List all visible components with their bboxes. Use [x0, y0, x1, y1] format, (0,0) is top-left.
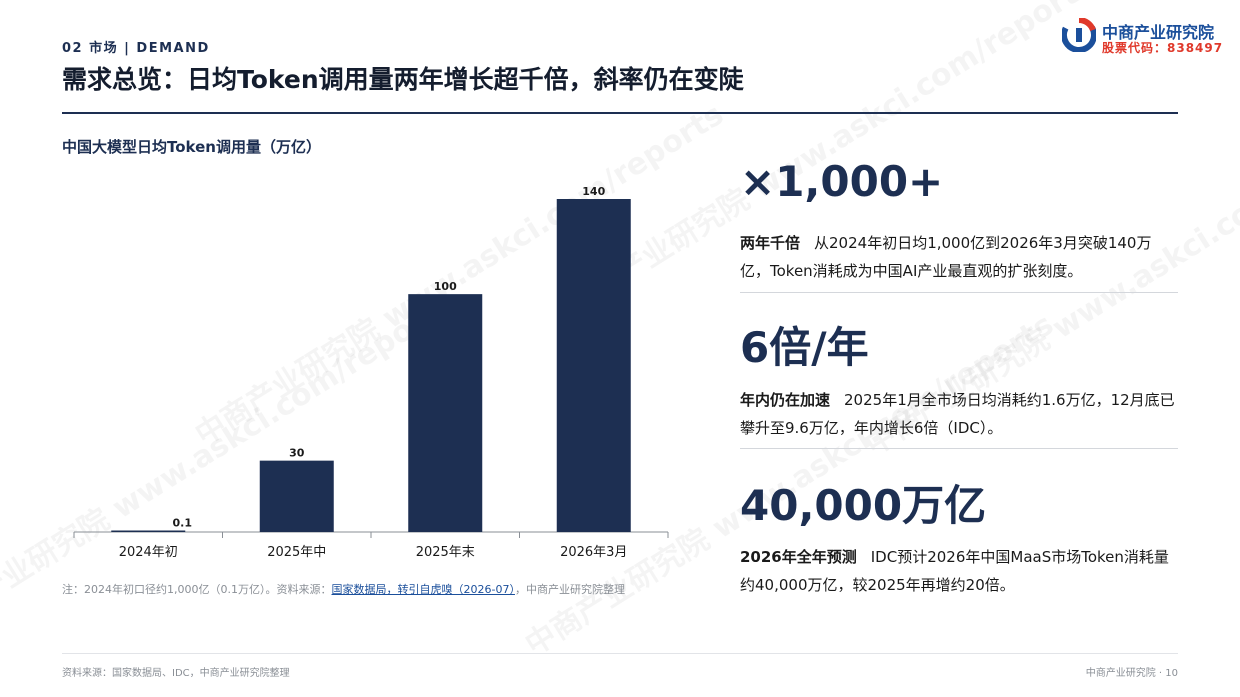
source-link[interactable]: 国家数据局，转引自虎嗅（2026-07）	[331, 583, 515, 596]
footer-divider	[62, 653, 1178, 654]
bar	[259, 460, 334, 532]
x-tick-label: 2025年末	[416, 545, 475, 560]
stat-3-desc: IDC预计2026年中国MaaS市场Token消耗量约40,000万亿，较202…	[740, 548, 1169, 594]
stat-1-value: ×1,000+	[740, 157, 944, 206]
data-label: 100	[434, 280, 457, 293]
note-suffix: ，中商产业研究院整理	[514, 583, 625, 596]
stat-2-desc: 2025年1月全市场日均消耗约1.6万亿，12月底已攀升至9.6万亿，年内增长6…	[740, 391, 1175, 437]
stat-3-text: 2026年全年预测 IDC预计2026年中国MaaS市场Token消耗量约40,0…	[740, 543, 1180, 599]
note-prefix: 注：2024年初口径约1,000亿（0.1万亿）。资料来源：	[62, 583, 332, 596]
stat-3-value: 40,000万亿	[740, 481, 987, 530]
logo-stock-code: 股票代码：838497	[1102, 41, 1224, 55]
stat-divider	[740, 448, 1178, 449]
stat-2-text: 年内仍在加速 2025年1月全市场日均消耗约1.6万亿，12月底已攀升至9.6万亿…	[740, 386, 1180, 442]
bar-chart: 0.1 2024年初 30 2025年中 100 2025年末 140 2026年3月	[73, 185, 669, 560]
logo-name: 中商产业研究院	[1102, 23, 1215, 42]
data-label: 140	[582, 185, 605, 198]
company-logo-icon	[1062, 18, 1096, 52]
chart-note: 注：2024年初口径约1,000亿（0.1万亿）。资料来源：国家数据局，转引自虎…	[62, 580, 682, 599]
x-tick-label: 2026年3月	[560, 545, 627, 560]
title-divider	[62, 112, 1178, 114]
stat-divider	[740, 292, 1178, 293]
data-label: 0.1	[173, 517, 193, 530]
stat-1-desc: 从2024年初日均1,000亿到2026年3月突破140万亿，Token消耗成为…	[740, 234, 1152, 280]
data-label: 30	[289, 447, 305, 460]
bar	[556, 199, 631, 532]
section-tag: 02 市场 | DEMAND	[62, 41, 210, 56]
chart-title: 中国大模型日均Token调用量（万亿）	[62, 138, 321, 156]
stat-3-lead: 2026年全年预测	[740, 548, 857, 566]
page-number: 中商产业研究院 · 10	[1085, 668, 1178, 679]
company-logo: 中商产业研究院 股票代码：838497	[1062, 16, 1240, 60]
x-tick-label: 2025年中	[267, 545, 326, 560]
page-title: 需求总览：日均Token调用量两年增长超千倍，斜率仍在变陡	[62, 65, 744, 94]
bar	[111, 530, 186, 532]
stat-1-lead: 两年千倍	[740, 234, 801, 252]
stat-1-text: 两年千倍 从2024年初日均1,000亿到2026年3月突破140万亿，Token…	[740, 229, 1180, 285]
bar	[408, 294, 483, 532]
footer-source: 资料来源：国家数据局、IDC，中商产业研究院整理	[62, 668, 290, 679]
x-tick-label: 2024年初	[119, 545, 178, 560]
stat-2-lead: 年内仍在加速	[740, 391, 831, 409]
stat-2-value: 6倍/年	[740, 323, 869, 372]
